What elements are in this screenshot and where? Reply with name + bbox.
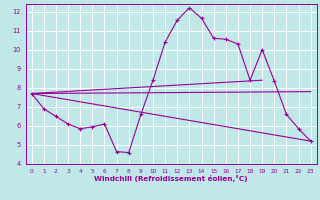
X-axis label: Windchill (Refroidissement éolien,°C): Windchill (Refroidissement éolien,°C) <box>94 175 248 182</box>
